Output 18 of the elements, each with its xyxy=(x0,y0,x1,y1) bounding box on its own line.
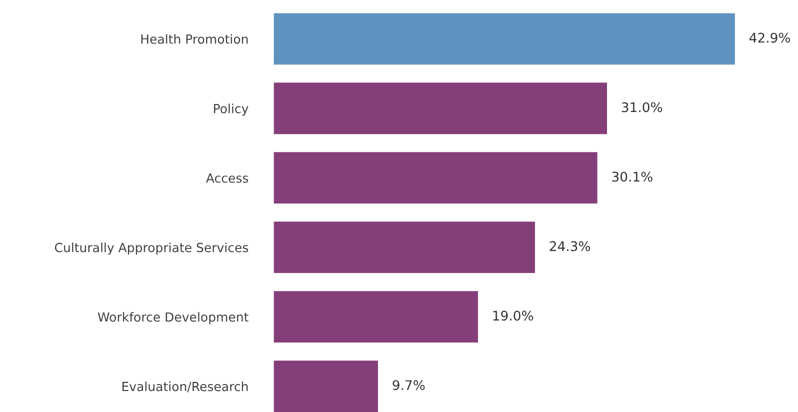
bar xyxy=(274,82,608,134)
y-tick-label: Access xyxy=(206,173,248,183)
bar xyxy=(274,13,735,65)
bar xyxy=(274,360,378,412)
data-label: 31.0% xyxy=(622,102,662,112)
y-tick-label: Policy xyxy=(214,104,248,116)
data-label: 42.9% xyxy=(749,32,790,43)
y-tick-label: Health Promotion xyxy=(141,34,248,44)
y-tick-label: Culturally Appropriate Services xyxy=(54,242,248,255)
y-tick-label: Workforce Development xyxy=(98,312,248,324)
data-label: 9.7% xyxy=(392,380,425,390)
data-label: 19.0% xyxy=(493,310,534,321)
data-label: 24.3% xyxy=(550,241,590,252)
data-label: 30.1% xyxy=(612,172,652,182)
bar xyxy=(274,291,478,343)
bar xyxy=(274,152,598,204)
bar xyxy=(274,222,535,274)
y-tick-label: Evaluation/Research xyxy=(122,382,248,392)
